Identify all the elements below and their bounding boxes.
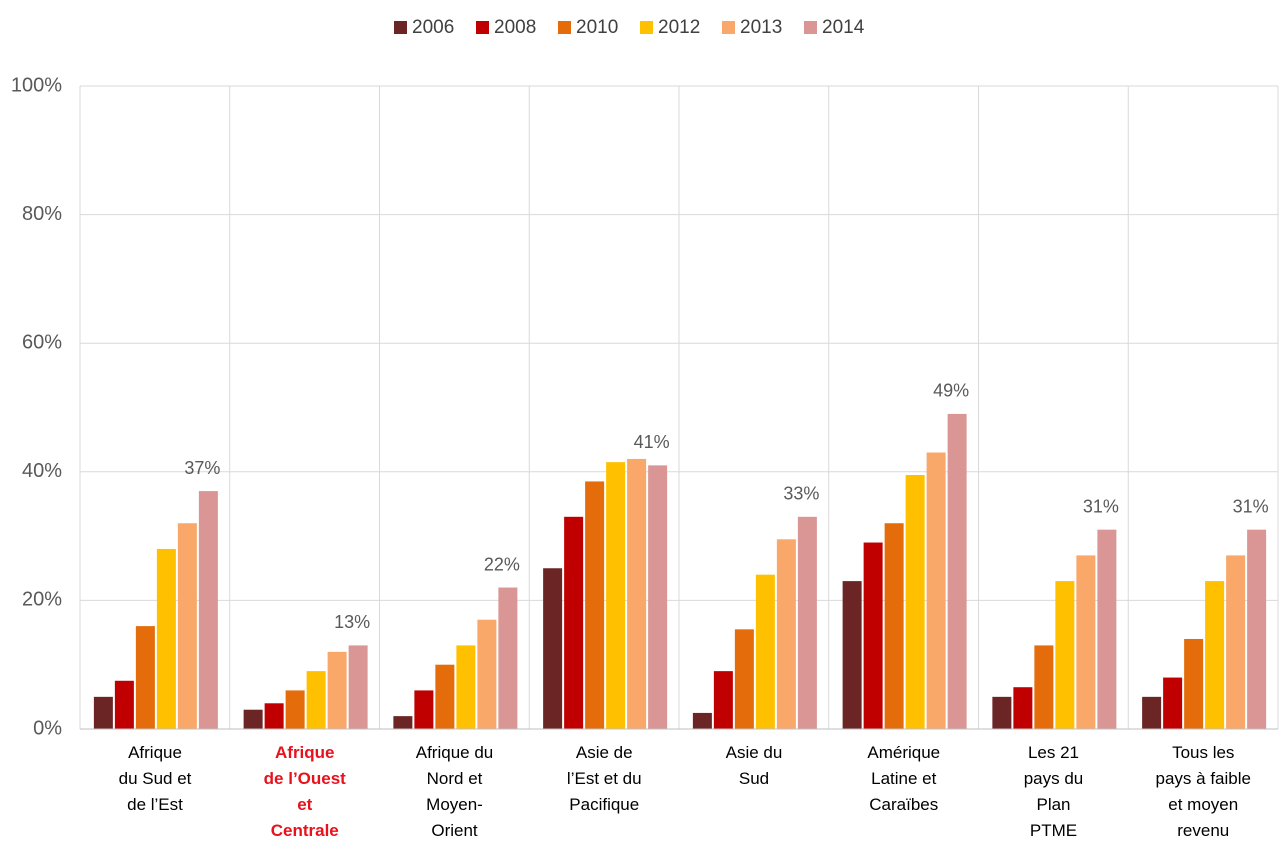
bar — [692, 712, 712, 729]
bar — [755, 574, 775, 729]
bar — [776, 539, 796, 729]
bar — [713, 671, 733, 729]
bar — [1076, 555, 1096, 729]
bar — [863, 542, 883, 729]
bar — [264, 703, 284, 729]
legend-label: 2008 — [494, 17, 536, 38]
bar — [1097, 529, 1117, 729]
bar — [1034, 645, 1054, 729]
legend-label: 2010 — [576, 17, 618, 38]
bar — [243, 709, 263, 729]
y-tick-label: 100% — [11, 74, 62, 96]
legend-swatch — [804, 21, 817, 34]
x-tick-label: Afrique de l’Ouest et Centrale — [263, 743, 346, 840]
value-label: 37% — [184, 458, 220, 478]
bar — [135, 626, 155, 729]
legend-label: 2012 — [658, 17, 700, 38]
bar — [456, 645, 476, 729]
bar — [564, 516, 584, 729]
bar — [414, 690, 434, 729]
bar — [114, 680, 134, 729]
bar — [1163, 677, 1183, 729]
bar — [435, 664, 455, 729]
y-tick-label: 60% — [22, 331, 62, 353]
y-tick-label: 20% — [22, 589, 62, 611]
legend-label: 2006 — [412, 17, 454, 38]
bar — [842, 581, 862, 729]
y-tick-label: 80% — [22, 203, 62, 225]
x-tick-label: Asie de l’Est et du Pacifique — [566, 743, 642, 814]
legend-swatch — [394, 21, 407, 34]
bar — [306, 671, 326, 729]
x-tick-label: Les 21 pays du Plan PTME — [1023, 743, 1084, 840]
bar — [585, 481, 605, 729]
x-tick-label: Afrique du Nord et Moyen- Orient — [415, 743, 494, 840]
bar — [992, 696, 1012, 729]
bar — [198, 491, 218, 729]
bar — [1142, 696, 1162, 729]
x-tick-label: Afrique du Sud et de l’Est — [118, 743, 192, 814]
bar — [1184, 638, 1204, 729]
bar — [1205, 581, 1225, 729]
bar — [1247, 529, 1267, 729]
legend-swatch — [722, 21, 735, 34]
bar — [498, 587, 518, 729]
y-tick-label: 0% — [33, 717, 62, 739]
bar — [327, 651, 347, 729]
legend-swatch — [558, 21, 571, 34]
y-tick-label: 40% — [22, 460, 62, 482]
bar — [797, 516, 817, 729]
bar — [1013, 687, 1033, 729]
value-label: 33% — [783, 484, 819, 504]
x-tick-label: Asie du Sud — [725, 743, 783, 788]
bar — [905, 475, 925, 729]
value-label: 31% — [1233, 496, 1269, 516]
value-label: 49% — [933, 381, 969, 401]
bar — [93, 696, 113, 729]
bar — [648, 465, 668, 729]
bar — [947, 413, 967, 729]
value-label: 31% — [1083, 496, 1119, 516]
value-label: 13% — [334, 612, 370, 632]
legend-swatch — [640, 21, 653, 34]
bar — [734, 629, 754, 729]
bar — [627, 458, 647, 729]
bar — [543, 568, 563, 729]
bar — [177, 523, 197, 729]
value-label: 22% — [484, 554, 520, 574]
legend-label: 2014 — [822, 17, 865, 38]
bar — [884, 523, 904, 729]
value-label: 41% — [634, 432, 670, 452]
x-tick-label: Tous les pays à faible et moyen revenu — [1155, 743, 1251, 840]
bar — [606, 462, 626, 729]
x-tick-label: Amérique Latine et Caraïbes — [867, 743, 941, 814]
bar — [477, 619, 497, 729]
bar — [926, 452, 946, 729]
bar — [1055, 581, 1075, 729]
bar — [156, 548, 176, 729]
legend-swatch — [476, 21, 489, 34]
bar — [348, 645, 368, 729]
bar — [393, 716, 413, 729]
bar — [285, 690, 305, 729]
bar — [1226, 555, 1246, 729]
legend-label: 2013 — [740, 17, 782, 38]
